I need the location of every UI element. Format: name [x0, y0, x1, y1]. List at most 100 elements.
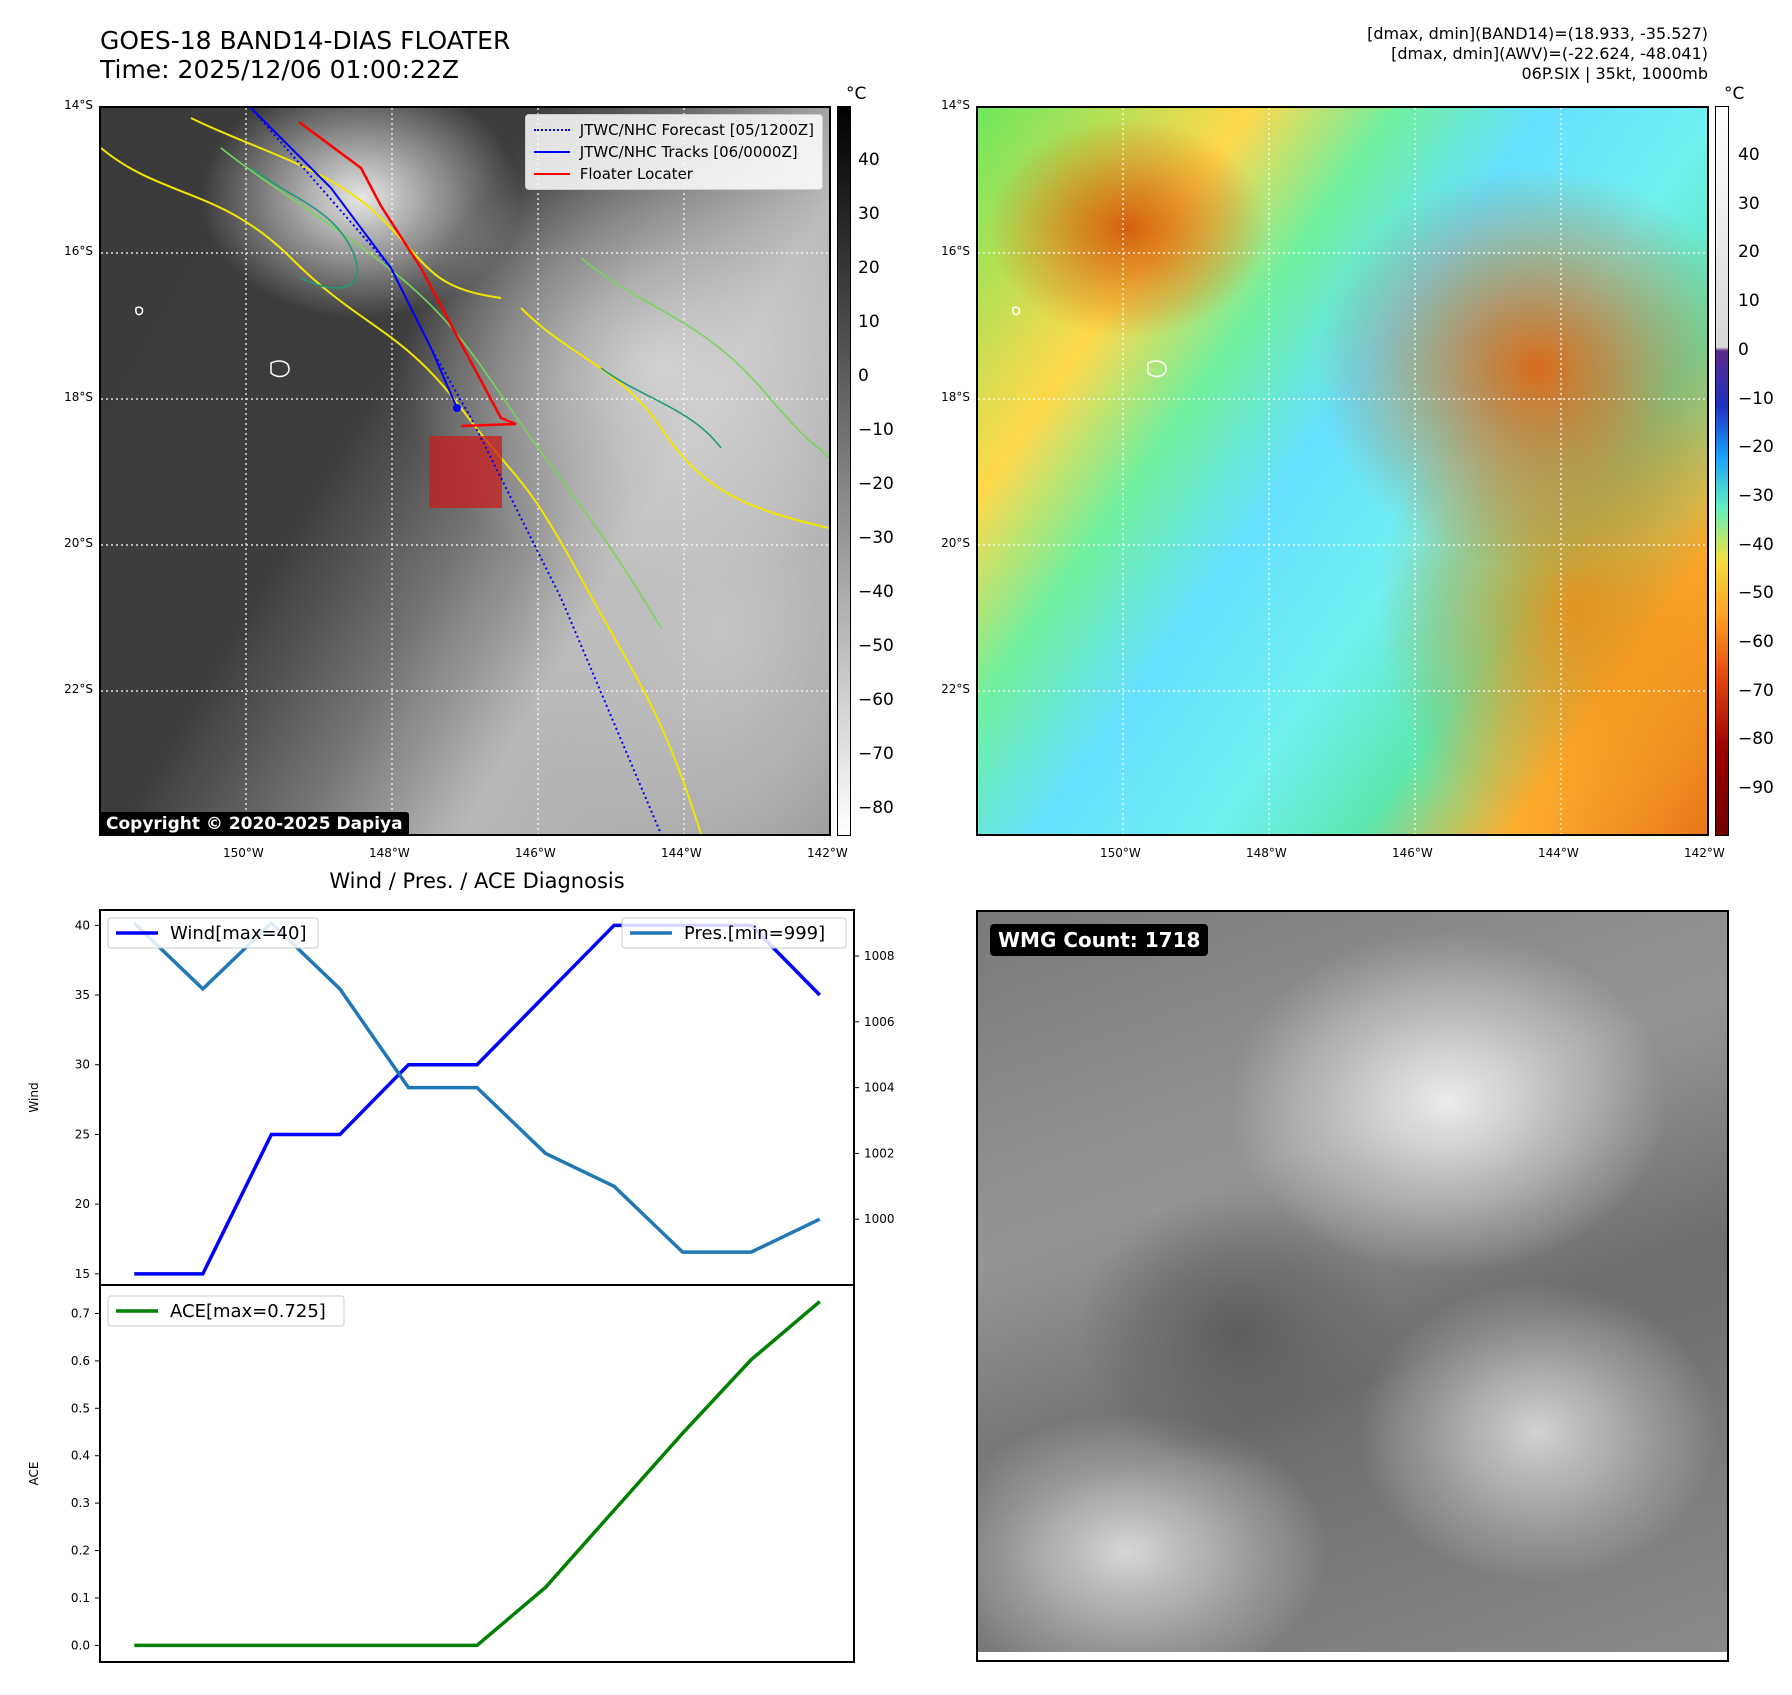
colorbar-right-tick: −70 [1738, 680, 1774, 701]
wind-tick-label: 20 [75, 1197, 90, 1211]
colorbar-left-tick: −70 [858, 744, 894, 764]
pressure-tick-label: 1004 [864, 1081, 895, 1095]
colorbar-right-tick: 30 [1738, 193, 1760, 214]
title-line-2: Time: 2025/12/06 01:00:22Z [100, 55, 459, 84]
map-legend: JTWC/NHC Forecast [05/1200Z] JTWC/NHC Tr… [524, 114, 823, 190]
ace-series-line [134, 1300, 821, 1648]
lon-label: 146°W [1392, 846, 1433, 860]
track-marker [453, 404, 461, 412]
colorbar-left-tick: 40 [858, 150, 880, 170]
ace-legend-label: ACE[max=0.725] [170, 1301, 326, 1322]
lon-label: 150°W [223, 846, 264, 860]
colorbar-right-tick: 20 [1738, 242, 1760, 263]
colorbar-left-tick: −60 [858, 690, 894, 710]
info-line-2: [dmax, dmin](AWV)=(-22.624, -48.041) [1391, 44, 1708, 63]
forecast-track [250, 108, 662, 834]
awv-island-outlines [1012, 306, 1167, 378]
colorbar-right-tick: −50 [1738, 583, 1774, 604]
colorbar-left-tick: −50 [858, 636, 894, 656]
lat-label: 16°S [941, 244, 970, 258]
title-line-1: GOES-18 BAND14-DIAS FLOATER [100, 26, 511, 55]
ace-axis-label: ACE [27, 1462, 41, 1486]
colorbar-right-tick: −60 [1738, 632, 1774, 652]
colorbar-left-tick: 30 [858, 204, 880, 224]
lat-label: 22°S [64, 682, 93, 696]
colorbar-left-unit: °C [846, 84, 867, 104]
lat-label: 20°S [64, 536, 93, 550]
wind-series-line [134, 923, 821, 1276]
colorbar-left-tick: 10 [858, 312, 880, 332]
wind-tick-label: 15 [75, 1267, 90, 1281]
lat-label: 18°S [64, 390, 93, 404]
wind-legend-label: Wind[max=40] [170, 923, 307, 944]
ace-frame [99, 1284, 855, 1663]
colorbar-left-tick: 0 [858, 366, 869, 386]
colorbar-left-tick: −20 [858, 474, 894, 494]
ace-tick-label: 0.0 [71, 1638, 90, 1652]
ace-tick-label: 0.1 [71, 1591, 90, 1605]
ace-tick-label: 0.3 [71, 1496, 90, 1510]
awv-gridlines [978, 108, 1707, 834]
lat-label: 14°S [941, 98, 970, 112]
lat-label: 14°S [64, 98, 93, 112]
ace-tick-label: 0.6 [71, 1354, 90, 1368]
lon-label: 144°W [661, 846, 702, 860]
ir-map-panel: JTWC/NHC Forecast [05/1200Z] JTWC/NHC Tr… [99, 106, 831, 836]
lon-label: 148°W [369, 846, 410, 860]
ace-tick-label: 0.7 [71, 1306, 90, 1320]
colorbar-right-tick: −80 [1738, 729, 1774, 750]
colorbar-right-tick: −40 [1738, 534, 1774, 555]
contour-green [220, 147, 829, 629]
ace-legend-box [107, 1295, 345, 1327]
floater-track [298, 120, 517, 428]
colorbar-left-tick: −80 [858, 798, 894, 818]
ace-tick-label: 0.2 [71, 1544, 90, 1558]
ace-tick-label: 0.5 [71, 1401, 90, 1415]
page-title: GOES-18 BAND14-DIAS FLOATER Time: 2025/1… [100, 26, 510, 84]
copyright-label: Copyright © 2020-2025 Dapiya [100, 812, 409, 836]
wind-tick-label: 30 [75, 1058, 90, 1072]
floater-box [429, 436, 502, 508]
wind-tick-label: 25 [75, 1127, 90, 1141]
contour-yellow [101, 117, 829, 834]
info-line-3: 06P.SIX | 35kt, 1000mb [1521, 64, 1708, 83]
colorbar-left-tick: −10 [858, 420, 894, 440]
colorbar-right-tick: −30 [1738, 485, 1774, 506]
legend-forecast: JTWC/NHC Forecast [05/1200Z] [533, 119, 814, 141]
colorbar-right-tick: 40 [1738, 145, 1760, 165]
awv-map-panel [976, 106, 1709, 836]
colorbar-left-tick: −40 [858, 582, 894, 602]
pressure-tick-label: 1002 [864, 1146, 895, 1160]
best-track [250, 108, 458, 409]
wind-axis-label: Wind [27, 1082, 41, 1112]
diagnosis-title: Wind / Pres. / ACE Diagnosis [329, 869, 625, 893]
info-block: [dmax, dmin](BAND14)=(18.933, -35.527) [… [1367, 24, 1708, 84]
lon-label: 144°W [1538, 846, 1579, 860]
colorbar-right-tick: 0 [1738, 339, 1749, 360]
colorbar-left [837, 106, 851, 836]
contour-teal [250, 167, 722, 449]
diagnosis-charts: 15 20 25 30 35 40 1000 1002 1004 1006 1008 Wind Pres… [27, 909, 895, 1663]
colorbar-left-tick: 20 [858, 258, 880, 278]
pres-legend-box [621, 917, 847, 949]
pres-legend-label: Pres.[min=999] [684, 923, 825, 944]
lon-label: 148°W [1246, 846, 1287, 860]
colorbar-right-tick: −10 [1738, 388, 1774, 409]
wind-legend-box [107, 917, 319, 949]
lon-label: 142°W [1684, 846, 1725, 860]
pressure-tick-label: 1006 [864, 1015, 895, 1029]
pressure-tick-label: 1000 [864, 1212, 895, 1226]
colorbar-right [1715, 106, 1729, 836]
colorbar-right-tick: −20 [1738, 437, 1774, 458]
lat-label: 22°S [941, 682, 970, 696]
ir-map-overlay [101, 108, 829, 834]
lon-label: 146°W [515, 846, 556, 860]
lat-label: 20°S [941, 536, 970, 550]
wind-pressure-frame [99, 909, 855, 1286]
island-outlines [135, 306, 290, 378]
wmg-count-badge: WMG Count: 1718 [990, 924, 1209, 956]
legend-floater: Floater Locater [533, 163, 814, 185]
colorbar-right-unit: °C [1724, 84, 1745, 104]
wmg-panel [976, 910, 1729, 1662]
lon-label: 142°W [807, 846, 848, 860]
